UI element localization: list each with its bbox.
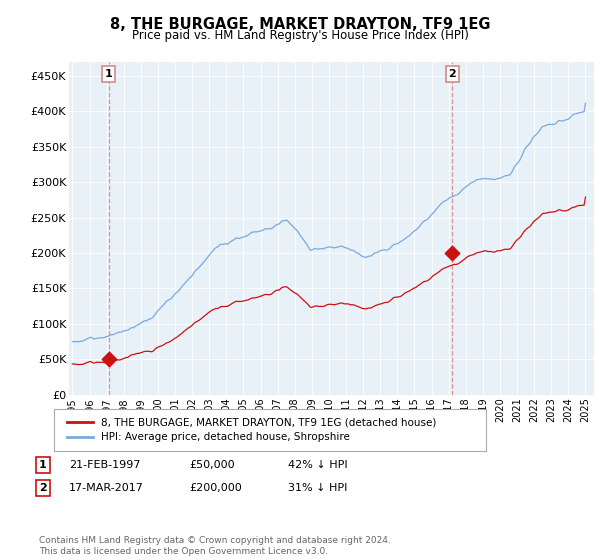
Point bbox=[448, 249, 457, 258]
Text: 17-MAR-2017: 17-MAR-2017 bbox=[69, 483, 144, 493]
Text: 8, THE BURGAGE, MARKET DRAYTON, TF9 1EG: 8, THE BURGAGE, MARKET DRAYTON, TF9 1EG bbox=[110, 17, 490, 32]
Text: 42% ↓ HPI: 42% ↓ HPI bbox=[288, 460, 347, 470]
Text: 2: 2 bbox=[448, 69, 456, 79]
Text: 2: 2 bbox=[39, 483, 47, 493]
Text: Contains HM Land Registry data © Crown copyright and database right 2024.
This d: Contains HM Land Registry data © Crown c… bbox=[39, 536, 391, 556]
Text: £50,000: £50,000 bbox=[189, 460, 235, 470]
Text: 31% ↓ HPI: 31% ↓ HPI bbox=[288, 483, 347, 493]
Text: 1: 1 bbox=[105, 69, 113, 79]
Legend: 8, THE BURGAGE, MARKET DRAYTON, TF9 1EG (detached house), HPI: Average price, de: 8, THE BURGAGE, MARKET DRAYTON, TF9 1EG … bbox=[64, 414, 440, 446]
Text: Price paid vs. HM Land Registry's House Price Index (HPI): Price paid vs. HM Land Registry's House … bbox=[131, 29, 469, 42]
Text: £200,000: £200,000 bbox=[189, 483, 242, 493]
Text: 1: 1 bbox=[39, 460, 47, 470]
Point bbox=[104, 355, 113, 364]
Text: 21-FEB-1997: 21-FEB-1997 bbox=[69, 460, 140, 470]
